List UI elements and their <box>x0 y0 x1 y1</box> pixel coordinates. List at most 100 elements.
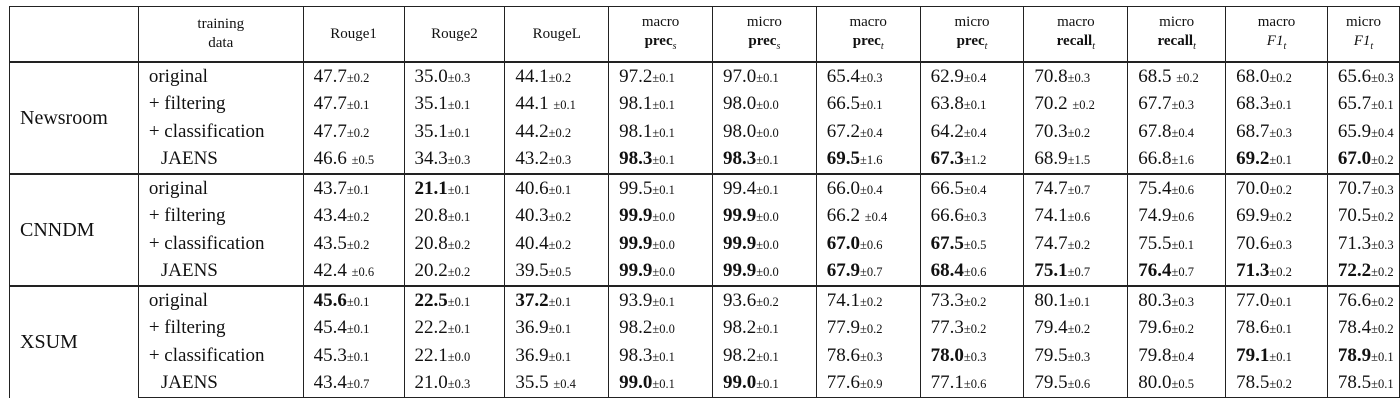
metric-cell: 74.1±0.6 <box>1024 203 1128 231</box>
metric-mean: 97.2 <box>619 66 652 87</box>
metric-std: ±0.2 <box>1269 377 1292 391</box>
metric-cell: 75.5±0.1 <box>1128 230 1226 258</box>
header-metric-10: micro F1t <box>1327 7 1399 63</box>
results-table-container: training data Rouge1 Rouge2 RougeL macro pre… <box>9 6 1400 398</box>
metric-mean: 79.5 <box>1034 345 1067 366</box>
metric-mean-best: 99.9 <box>723 260 756 281</box>
metric-std: ±0.0 <box>652 322 675 336</box>
metric-std: ±0.1 <box>1269 322 1292 336</box>
metric-std: ±0.1 <box>549 322 572 336</box>
header-metric-line1: micro <box>1346 14 1381 30</box>
metric-mean: 66.0 <box>827 178 860 199</box>
header-metric-0: Rouge1 <box>303 7 404 63</box>
metric-cell: 80.0±0.5 <box>1128 370 1226 398</box>
metric-std: ±0.4 <box>553 377 576 391</box>
metric-cell: 69.5±1.6 <box>816 146 920 175</box>
metric-cell: 67.0±0.6 <box>816 230 920 258</box>
metric-cell: 98.2±0.1 <box>712 342 816 370</box>
header-metric-8: micro recallt <box>1128 7 1226 63</box>
metric-cell: 99.9±0.0 <box>609 230 713 258</box>
header-metric-line1: RougeL <box>533 26 581 42</box>
metric-std: ±0.3 <box>448 377 471 391</box>
metric-std: ±0.6 <box>1172 210 1195 224</box>
metric-cell: 93.9±0.1 <box>609 286 713 315</box>
metric-mean: 80.3 <box>1138 290 1171 311</box>
metric-mean-best: 69.2 <box>1236 148 1269 169</box>
header-metric-line1: macro <box>1057 14 1094 30</box>
metric-std: ±0.2 <box>1371 295 1394 309</box>
metric-std: ±0.2 <box>1269 265 1292 279</box>
metric-std: ±0.1 <box>756 350 779 364</box>
metric-cell: 68.7±0.3 <box>1226 118 1328 146</box>
metric-mean-best: 99.9 <box>723 233 756 254</box>
metric-mean-best: 99.9 <box>619 260 652 281</box>
metric-cell: 77.3±0.2 <box>920 315 1024 343</box>
metric-mean-best: 99.9 <box>619 233 652 254</box>
metric-std: ±0.9 <box>860 377 883 391</box>
metric-std: ±0.7 <box>1172 265 1195 279</box>
metric-std: ±0.1 <box>347 183 370 197</box>
header-metric-6: micro prect <box>920 7 1024 63</box>
metric-mean: 65.7 <box>1338 93 1371 114</box>
metric-mean-best: 79.1 <box>1236 345 1269 366</box>
metric-cell: 74.1±0.2 <box>816 286 920 315</box>
metric-mean-best: 99.9 <box>723 205 756 226</box>
metric-cell: 35.5 ±0.4 <box>505 370 609 398</box>
metric-std: ±0.3 <box>964 210 987 224</box>
metric-mean: 62.9 <box>931 66 964 87</box>
metric-cell: 68.0±0.2 <box>1226 62 1328 91</box>
metric-std: ±0.1 <box>1371 98 1394 112</box>
metric-cell: 99.9±0.0 <box>712 258 816 287</box>
metric-mean: 35.1 <box>415 93 448 114</box>
training-setting-label: + classification <box>138 342 303 370</box>
metric-std: ±0.3 <box>1371 183 1394 197</box>
table-row: CNNDM original 43.7±0.1 21.1±0.1 40.6±0.1 99.… <box>10 174 1400 203</box>
metric-mean: 47.7 <box>314 93 347 114</box>
metric-mean: 80.1 <box>1034 290 1067 311</box>
metric-cell: 72.2±0.2 <box>1327 258 1399 287</box>
metric-mean-best: 67.0 <box>827 233 860 254</box>
metric-std: ±0.4 <box>964 126 987 140</box>
metric-cell: 98.0±0.0 <box>712 118 816 146</box>
metric-mean: 79.8 <box>1138 345 1171 366</box>
header-metric-line1: macro <box>849 14 886 30</box>
header-metric-line2: prec <box>853 33 881 49</box>
metric-std: ±1.6 <box>1172 153 1195 167</box>
metric-mean: 65.6 <box>1338 66 1371 87</box>
metric-mean-best: 98.3 <box>723 148 756 169</box>
metric-std: ±0.2 <box>964 322 987 336</box>
metric-std: ±0.1 <box>652 183 675 197</box>
metric-mean: 40.3 <box>515 205 548 226</box>
training-setting-label: JAENS <box>138 370 303 398</box>
metric-std: ±0.1 <box>1371 350 1394 364</box>
metric-cell: 43.7±0.1 <box>303 174 404 203</box>
metric-mean-best: 72.2 <box>1338 260 1371 281</box>
metric-mean-best: 22.5 <box>415 290 448 311</box>
metric-cell: 99.5±0.1 <box>609 174 713 203</box>
metric-cell: 79.8±0.4 <box>1128 342 1226 370</box>
metric-mean: 34.3 <box>415 148 448 169</box>
metric-std: ±0.2 <box>347 71 370 85</box>
metric-std: ±0.1 <box>347 98 370 112</box>
header-metric-subscript: s <box>776 41 780 52</box>
metric-mean: 78.6 <box>827 345 860 366</box>
metric-mean: 43.7 <box>314 178 347 199</box>
metric-mean: 71.3 <box>1338 233 1371 254</box>
metric-cell: 71.3±0.3 <box>1327 230 1399 258</box>
metric-mean: 98.2 <box>723 317 756 338</box>
metric-cell: 66.0±0.4 <box>816 174 920 203</box>
metric-std: ±0.1 <box>448 322 471 336</box>
metric-std: ±0.1 <box>652 98 675 112</box>
table-row: + filtering 45.4±0.1 22.2±0.1 36.9±0.1 98.2±… <box>10 315 1400 343</box>
metric-std: ±0.4 <box>1172 126 1195 140</box>
metric-cell: 99.9±0.0 <box>712 203 816 231</box>
dataset-label: Newsroom <box>10 62 139 174</box>
metric-mean: 78.5 <box>1338 372 1371 393</box>
metric-std: ±0.1 <box>756 153 779 167</box>
metric-mean-best: 75.1 <box>1034 260 1067 281</box>
metric-mean: 66.8 <box>1138 148 1171 169</box>
metric-mean: 66.5 <box>827 93 860 114</box>
metric-std: ±0.3 <box>1068 71 1091 85</box>
metric-mean: 43.2 <box>515 148 548 169</box>
metric-mean-best: 78.0 <box>931 345 964 366</box>
